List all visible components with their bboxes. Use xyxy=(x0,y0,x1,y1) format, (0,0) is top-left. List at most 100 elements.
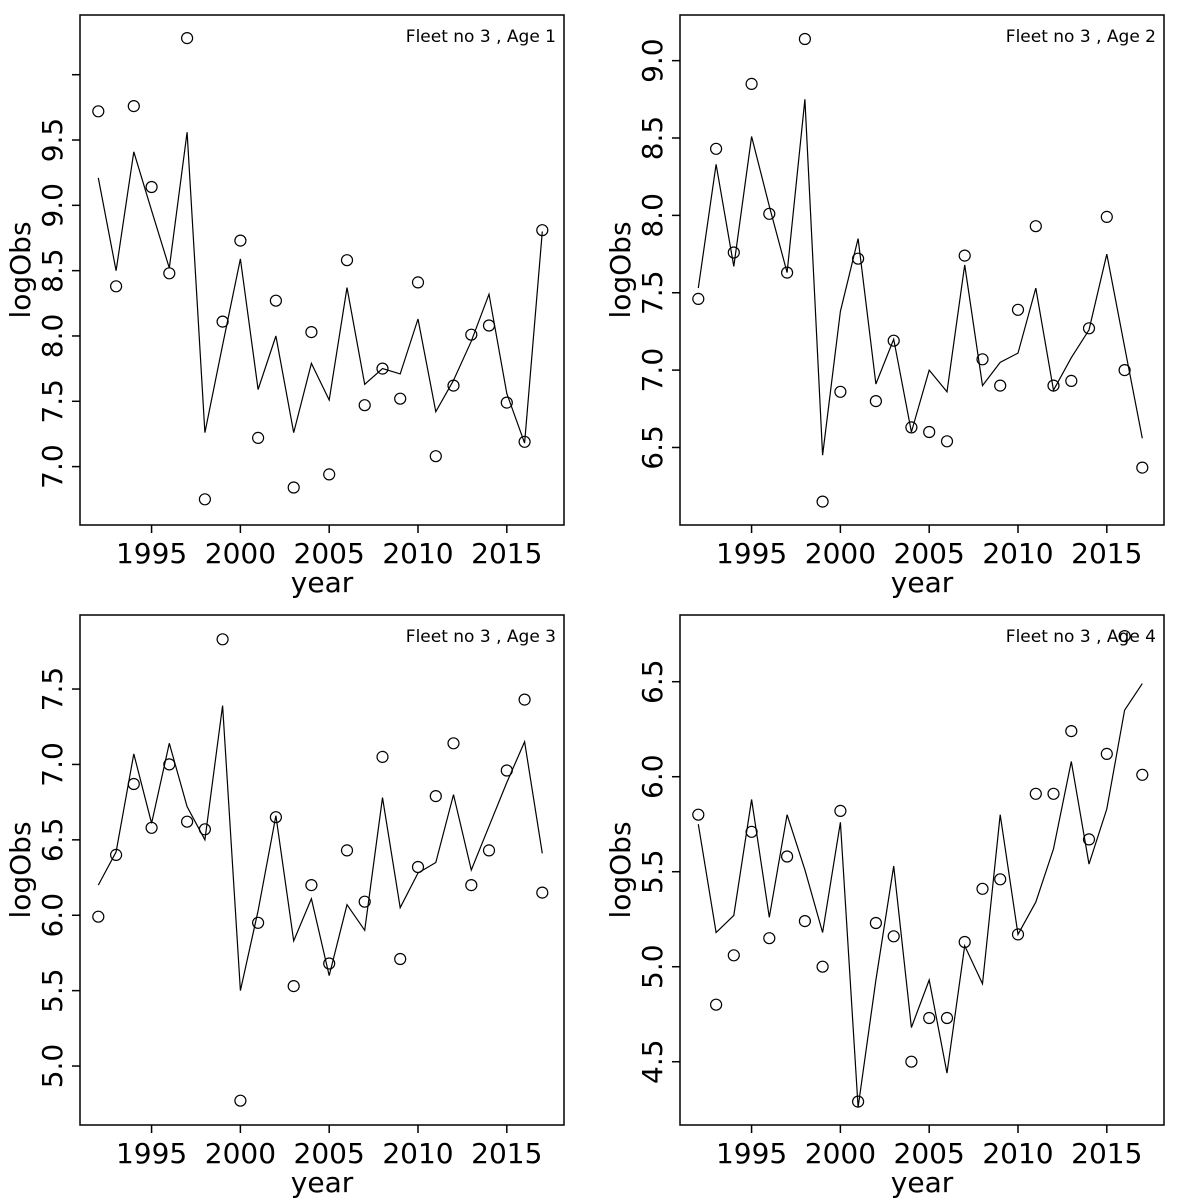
x-tick-label: 2005 xyxy=(894,1137,965,1170)
obs-point-2017 xyxy=(536,224,549,237)
obs-point-1995 xyxy=(745,77,758,91)
obs-point-2015 xyxy=(500,764,513,777)
obs-point-2004 xyxy=(905,421,918,434)
obs-point-1999 xyxy=(816,960,829,973)
y-tick-label: 7.5 xyxy=(36,379,69,424)
obs-point-2016 xyxy=(518,435,531,448)
obs-point-2017 xyxy=(1136,461,1149,474)
x-tick-label: 2000 xyxy=(205,537,276,570)
obs-point-1998 xyxy=(798,915,811,928)
obs-point-2009 xyxy=(394,952,407,966)
x-tick-label: 2015 xyxy=(471,1137,542,1170)
obs-point-2014 xyxy=(482,844,496,857)
obs-point-1999 xyxy=(216,315,229,328)
obs-point-2005 xyxy=(323,957,336,970)
obs-point-2016 xyxy=(1118,364,1131,377)
obs-point-2003 xyxy=(887,334,900,347)
x-tick-label: 2005 xyxy=(294,537,365,570)
obs-point-2003 xyxy=(287,980,300,993)
y-tick-label: 9.0 xyxy=(636,38,669,83)
y-tick-label: 5.0 xyxy=(636,944,669,989)
obs-point-2003 xyxy=(887,930,900,943)
obs-point-1992 xyxy=(692,292,705,305)
chart-svg-age-3: 1995 2000 2005 2010 2015 5.0 5.5 6.0 6.5 7.0 7.5 ye… xyxy=(4,614,565,1199)
obs-point-2008 xyxy=(976,882,989,895)
obs-point-1996 xyxy=(163,267,176,280)
plot-box xyxy=(79,614,565,1126)
obs-point-2009 xyxy=(994,379,1007,392)
x-tick-label: 2005 xyxy=(894,537,965,570)
obs-point-2006 xyxy=(340,844,354,857)
x-tick-label: 2010 xyxy=(382,1137,453,1170)
obs-point-1996 xyxy=(763,207,776,220)
obs-point-1993 xyxy=(709,142,723,155)
obs-point-1995 xyxy=(745,825,758,838)
obs-point-2010 xyxy=(411,860,425,874)
obs-point-2017 xyxy=(1136,768,1149,781)
obs-point-2011 xyxy=(1029,220,1042,233)
obs-point-2003 xyxy=(287,481,300,494)
obs-point-2006 xyxy=(940,1011,954,1025)
obs-point-1997 xyxy=(781,266,794,279)
y-tick-label: 6.0 xyxy=(636,754,669,799)
fitted-line xyxy=(697,99,1143,456)
obs-point-1992 xyxy=(92,910,105,923)
x-axis-title: year xyxy=(891,1166,954,1199)
y-tick-label: 6.5 xyxy=(36,818,69,863)
obs-point-2005 xyxy=(323,468,336,481)
obs-point-1997 xyxy=(781,850,794,863)
panel-title: Fleet no 3 , Age 1 xyxy=(406,27,556,47)
obs-point-2017 xyxy=(536,886,549,899)
obs-point-2014 xyxy=(1082,833,1096,846)
obs-point-2002 xyxy=(869,916,882,930)
obs-point-1997 xyxy=(181,31,194,45)
x-tick-label: 2015 xyxy=(1071,537,1142,570)
y-tick-label: 5.5 xyxy=(36,968,69,1013)
obs-point-2013 xyxy=(465,879,478,892)
obs-point-2012 xyxy=(447,737,460,750)
y-tick-label: 8.0 xyxy=(636,193,669,238)
obs-point-1998 xyxy=(198,493,211,506)
obs-point-2007 xyxy=(958,935,971,949)
plot-box xyxy=(79,14,565,526)
chart-svg-age-2: 1995 2000 2005 2010 2015 6.5 7.0 7.5 8.0 8.5 9.0 ye… xyxy=(604,14,1165,599)
obs-point-2001 xyxy=(852,1095,865,1108)
y-tick-label: 6.5 xyxy=(636,659,669,704)
obs-point-2000 xyxy=(834,385,847,398)
panel-fleet3-age2: 1995 2000 2005 2010 2015 6.5 7.0 7.5 8.0 8.5 9.0 ye… xyxy=(600,0,1200,600)
y-tick-label: 7.0 xyxy=(36,444,69,489)
obs-point-1995 xyxy=(145,180,158,194)
x-tick-label: 2010 xyxy=(982,1137,1053,1170)
obs-point-1998 xyxy=(198,823,211,836)
y-tick-label: 5.0 xyxy=(36,1044,69,1089)
obs-point-2001 xyxy=(252,916,265,929)
obs-point-1996 xyxy=(163,758,176,771)
x-axis-title: year xyxy=(891,566,954,599)
y-tick-label: 7.0 xyxy=(636,348,669,393)
obs-point-2014 xyxy=(482,319,496,332)
obs-point-2016 xyxy=(518,693,531,706)
obs-point-1994 xyxy=(127,777,140,791)
obs-point-2007 xyxy=(358,895,371,908)
x-tick-label: 1995 xyxy=(116,537,187,570)
obs-point-2010 xyxy=(411,276,425,289)
obs-point-2007 xyxy=(958,249,971,262)
obs-point-2013 xyxy=(1065,374,1078,387)
y-axis-title: logObs xyxy=(4,221,37,318)
x-tick-label: 2015 xyxy=(1071,1137,1142,1170)
panel-title: Fleet no 3 , Age 3 xyxy=(406,627,556,647)
obs-point-2005 xyxy=(923,425,936,439)
panel-fleet3-age4: 1995 2000 2005 2010 2015 4.5 5.0 5.5 6.0 6.5 year l… xyxy=(600,600,1200,1200)
obs-point-2010 xyxy=(1011,303,1025,316)
obs-point-2010 xyxy=(1011,928,1025,941)
chart-svg-age-1: 1995 2000 2005 2010 2015 7.0 7.5 8.0 8.5 9.0 9.5 ye… xyxy=(4,14,565,599)
y-tick-label: 7.0 xyxy=(36,742,69,787)
x-tick-label: 2010 xyxy=(982,537,1053,570)
panel-title: Fleet no 3 , Age 4 xyxy=(1006,627,1156,647)
y-tick-label: 4.5 xyxy=(636,1039,669,1084)
obs-point-2011 xyxy=(1029,787,1042,800)
chart-svg-age-4: 1995 2000 2005 2010 2015 4.5 5.0 5.5 6.0 6.5 year l… xyxy=(604,614,1165,1199)
obs-point-1993 xyxy=(109,848,123,861)
obs-point-2006 xyxy=(340,254,354,267)
y-axis-title: logObs xyxy=(4,821,37,918)
